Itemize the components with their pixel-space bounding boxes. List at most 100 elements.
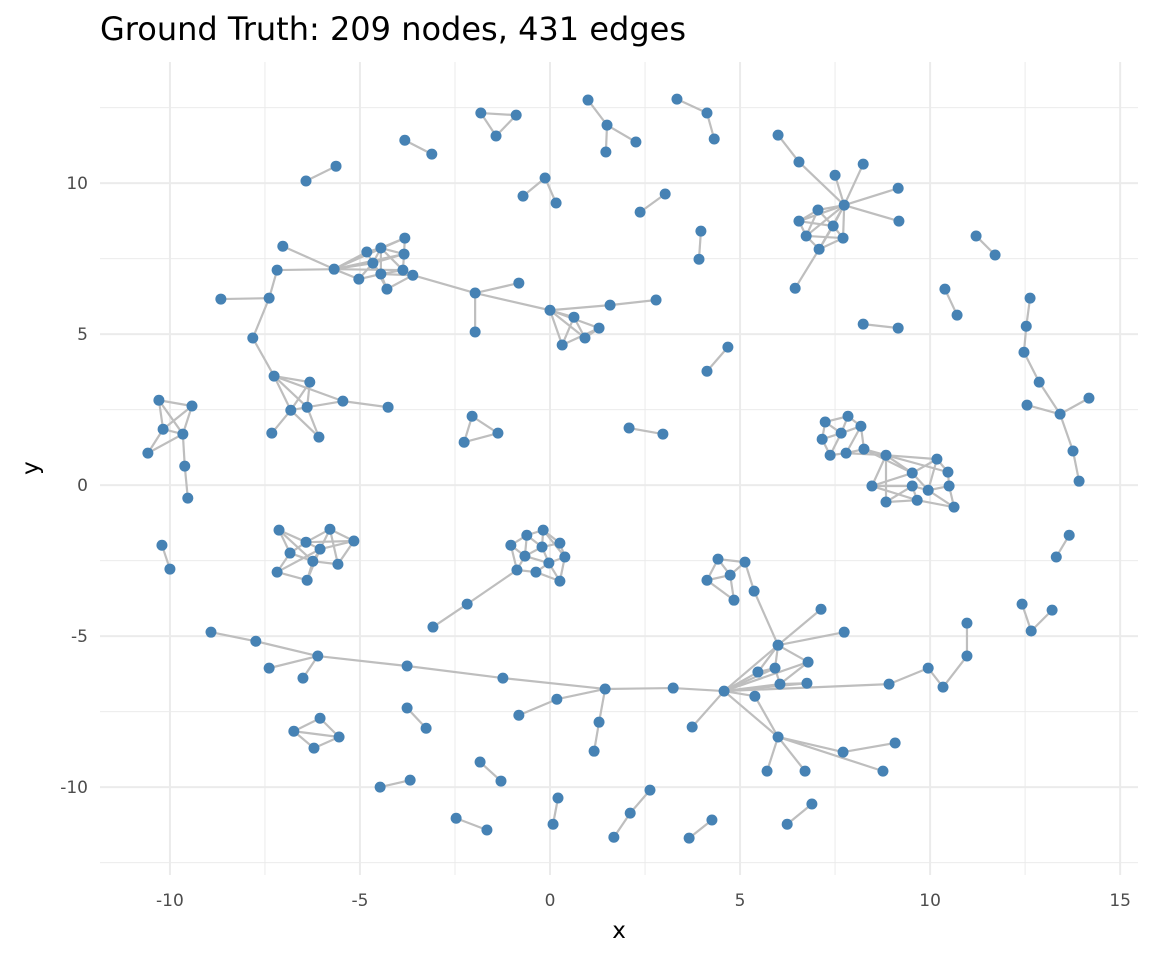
edge — [255, 640, 319, 658]
edge — [147, 433, 184, 455]
edge — [765, 736, 780, 772]
node — [951, 309, 963, 321]
node — [157, 423, 169, 435]
node — [284, 547, 296, 559]
edge — [723, 661, 809, 693]
edge — [276, 548, 321, 574]
node — [404, 774, 416, 786]
node — [1020, 320, 1032, 332]
edge — [1022, 351, 1041, 383]
node — [579, 332, 591, 344]
node — [205, 626, 217, 638]
edge — [319, 539, 355, 551]
edge — [628, 426, 664, 436]
edge — [480, 111, 517, 117]
node — [593, 322, 605, 334]
edge — [871, 484, 918, 502]
node — [407, 269, 419, 281]
x-axis-label: x — [612, 918, 626, 944]
node — [961, 617, 973, 629]
edge — [723, 644, 779, 692]
node — [324, 523, 336, 535]
node — [530, 566, 542, 578]
edge — [305, 539, 354, 544]
edge — [871, 471, 913, 488]
node — [420, 722, 432, 734]
node — [271, 566, 283, 578]
node — [399, 134, 411, 146]
x-tick-label: -5 — [351, 891, 368, 911]
node — [623, 422, 635, 434]
node — [519, 550, 531, 562]
node — [877, 765, 889, 777]
node — [582, 94, 594, 106]
node — [829, 169, 841, 181]
edge — [273, 375, 308, 408]
node — [892, 182, 904, 194]
edge — [1026, 404, 1061, 416]
edge — [777, 736, 806, 772]
grid — [100, 62, 1138, 875]
node — [970, 230, 982, 242]
edge — [518, 698, 558, 717]
node — [554, 575, 566, 587]
node — [536, 541, 548, 553]
node — [748, 585, 760, 597]
node — [182, 492, 194, 504]
node — [1024, 292, 1036, 304]
edge — [706, 579, 735, 602]
node — [806, 798, 818, 810]
node — [164, 563, 176, 575]
node — [458, 436, 470, 448]
node — [961, 650, 973, 662]
node — [544, 304, 556, 316]
node — [312, 650, 324, 662]
node — [948, 501, 960, 513]
node — [513, 709, 525, 721]
node — [718, 685, 730, 697]
node — [1033, 376, 1045, 388]
node — [812, 204, 824, 216]
node — [781, 818, 793, 830]
node — [481, 824, 493, 836]
node — [297, 672, 309, 684]
node — [892, 322, 904, 334]
node — [401, 702, 413, 714]
node — [1021, 399, 1033, 411]
edge — [406, 664, 504, 680]
edge — [293, 730, 340, 739]
edge — [502, 676, 606, 691]
edge — [474, 291, 551, 312]
edge — [753, 590, 780, 646]
node — [650, 294, 662, 306]
node — [539, 172, 551, 184]
node — [550, 197, 562, 209]
edge — [432, 603, 468, 628]
edge — [549, 304, 611, 312]
edge — [842, 741, 896, 754]
node — [381, 283, 393, 295]
edge — [794, 248, 821, 289]
edge — [606, 124, 637, 143]
edge — [777, 631, 845, 647]
node — [693, 253, 705, 265]
node — [728, 594, 740, 606]
node — [701, 574, 713, 586]
node — [330, 160, 342, 172]
node — [313, 431, 325, 443]
node — [772, 731, 784, 743]
node — [588, 745, 600, 757]
node — [1018, 346, 1030, 358]
node — [300, 536, 312, 548]
node — [556, 339, 568, 351]
edge — [548, 309, 564, 346]
node — [300, 175, 312, 187]
node — [801, 677, 813, 689]
edge — [605, 686, 674, 691]
node — [799, 765, 811, 777]
node — [250, 635, 262, 647]
edge — [843, 204, 900, 223]
node — [824, 449, 836, 461]
edge — [597, 688, 607, 723]
node — [931, 453, 943, 465]
